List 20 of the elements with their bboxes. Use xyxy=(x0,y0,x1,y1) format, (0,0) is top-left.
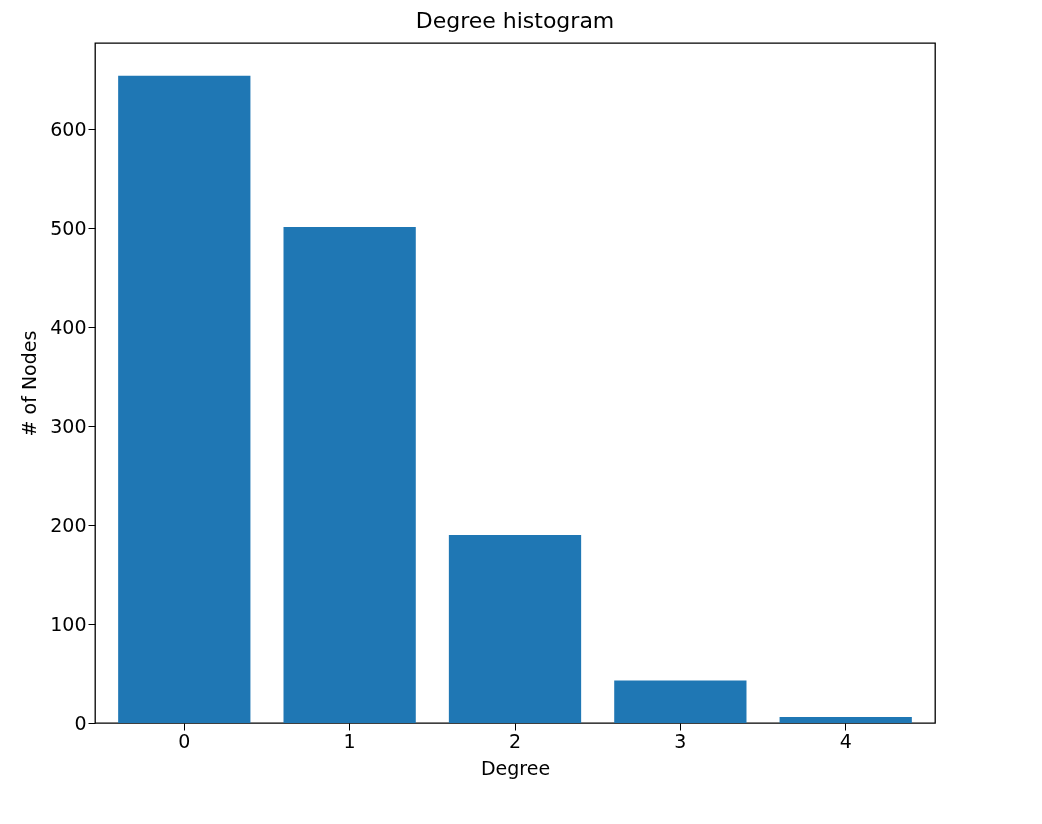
bar xyxy=(118,75,251,723)
x-tick-label: 3 xyxy=(674,729,687,752)
y-tick-label: 100 xyxy=(50,612,87,635)
y-tick-label: 200 xyxy=(50,513,87,536)
y-tick-label: 300 xyxy=(50,414,87,437)
x-tick-label: 4 xyxy=(839,729,852,752)
bar xyxy=(448,534,582,723)
bar xyxy=(779,717,912,723)
x-tick-label: 1 xyxy=(343,729,356,752)
y-axis-title: # of Nodes xyxy=(18,330,41,437)
y-tick-label: 0 xyxy=(74,711,87,734)
x-tick-label: 2 xyxy=(508,729,522,752)
chart-title: Degree histogram xyxy=(415,8,615,33)
x-axis-title: Degree xyxy=(480,756,551,779)
y-tick-label: 500 xyxy=(50,216,87,239)
x-tick-label: 0 xyxy=(178,729,191,752)
y-tick-label: 400 xyxy=(50,315,87,338)
y-tick-label: 600 xyxy=(50,117,87,140)
bar xyxy=(614,680,747,723)
bar xyxy=(283,227,416,723)
